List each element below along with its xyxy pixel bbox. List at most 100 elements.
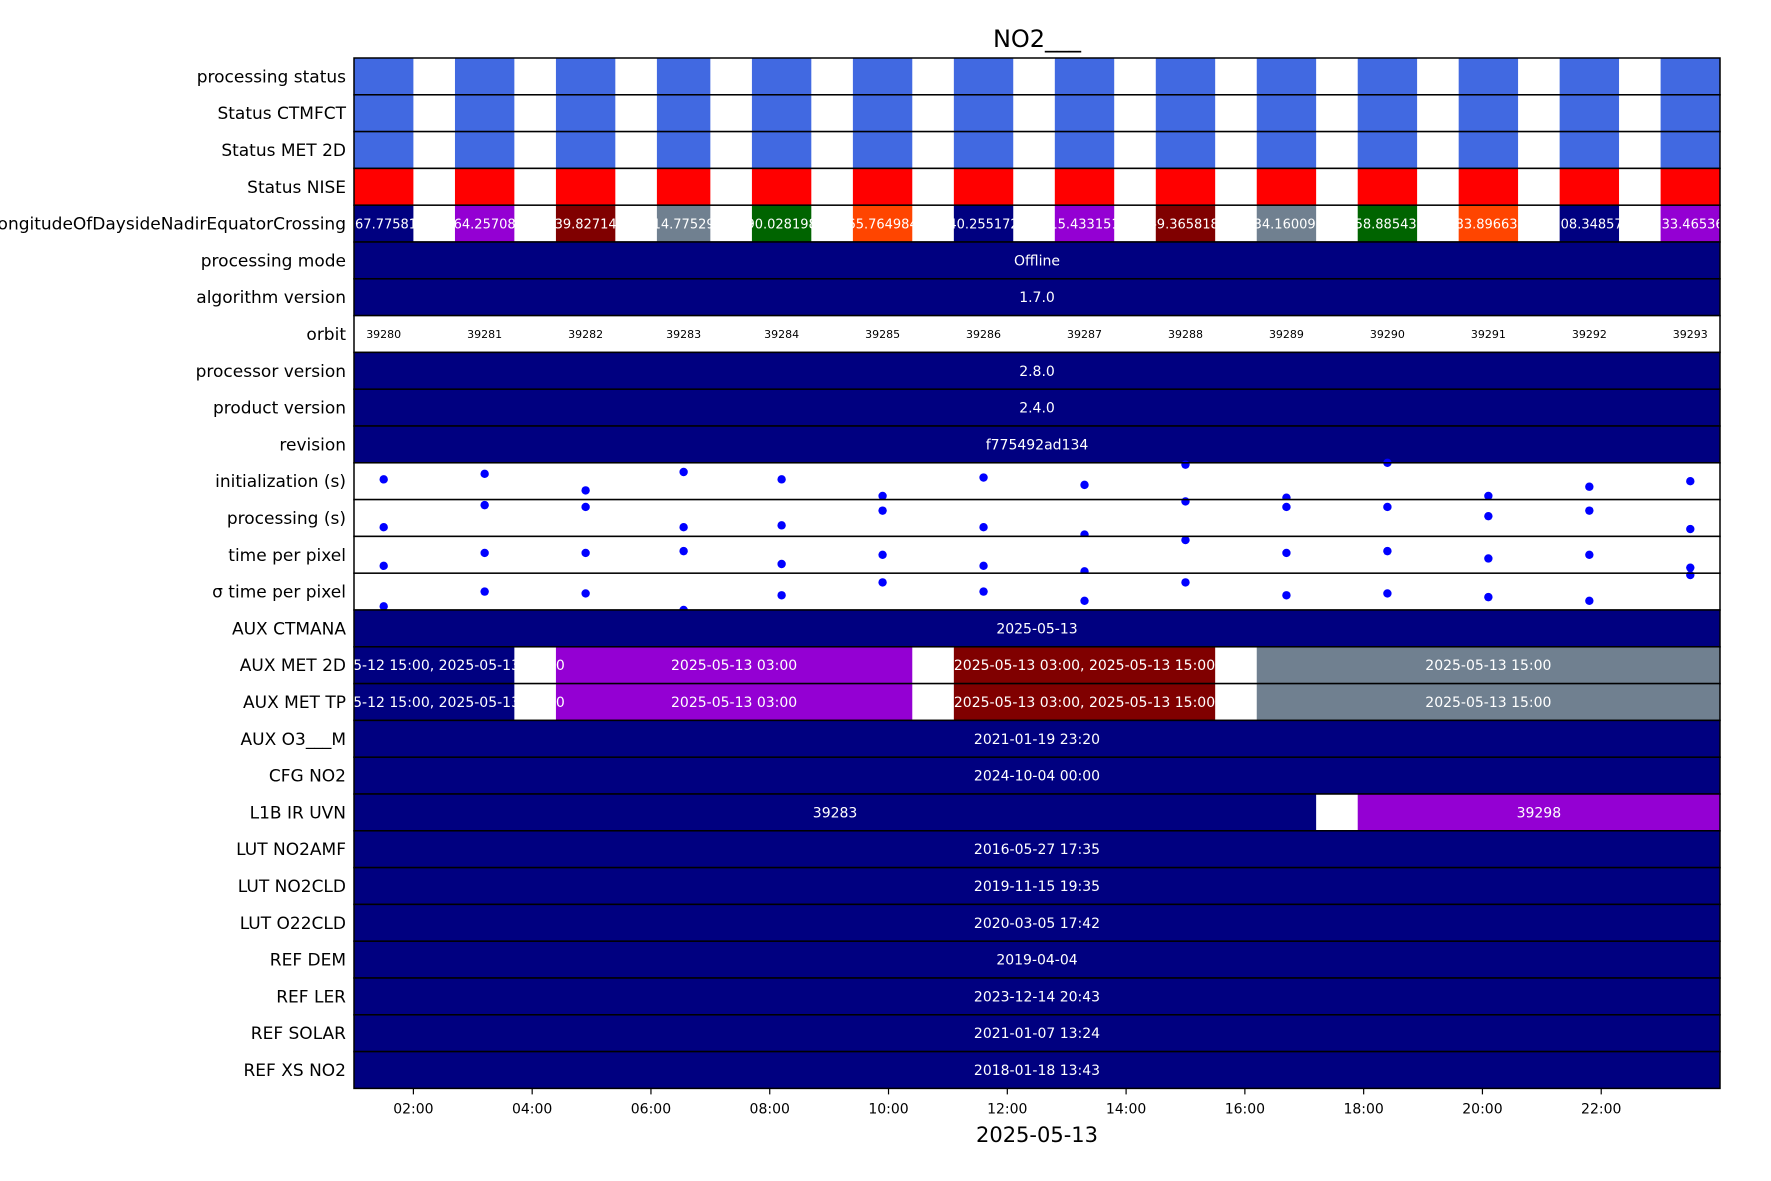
scatter-point [1585, 550, 1594, 559]
scatter-point [379, 475, 388, 484]
status-bar [1660, 58, 1720, 95]
status-bar [751, 168, 812, 206]
row-time-per-pixel: σ time per pixel [212, 570, 1721, 615]
longitude-label: -9.365818 [1152, 218, 1219, 233]
row-ref-ler: 2023-12-14 20:43 REF LER [276, 977, 1721, 1016]
status-bar [1256, 94, 1317, 132]
x-tick-label: 20:00 [1462, 1101, 1502, 1117]
segment-label: 2025-05-13 03:00, 2025-05-13 15:00 [954, 658, 1215, 674]
longitude-bar [953, 205, 1014, 242]
orbit-number-label: 39291 [1471, 328, 1506, 341]
scatter-point [777, 475, 786, 484]
status-bar [1256, 168, 1317, 206]
segment-label: Offline [1014, 253, 1060, 269]
row-processing-s: processing (s) [227, 497, 1721, 539]
scatter-point [1484, 554, 1493, 563]
row-ref-solar: 2021-01-07 13:24 REF SOLAR [251, 1014, 1721, 1053]
status-bar [555, 168, 616, 206]
status-bar [1256, 58, 1317, 95]
row-aux-ctmana: 2025-05-13 AUX CTMANA [232, 609, 1721, 648]
status-bar [1458, 94, 1519, 132]
scatter-point [1181, 460, 1190, 469]
longitude-label: -108.348571 [1548, 218, 1631, 233]
row-lut-no2amf: 2016-05-27 17:35 LUT NO2AMF [236, 830, 1721, 869]
status-bar [1357, 168, 1418, 206]
row-status-ctmfct: Status CTMFCT [217, 94, 1721, 133]
longitude-label: 164.257080 [445, 218, 524, 233]
status-bar [953, 168, 1014, 206]
scatter-point [379, 561, 388, 571]
row-background [354, 315, 1720, 353]
orbit-number-label: 39280 [366, 328, 401, 341]
row-aux-met-2d: 2025-05-12 15:00, 2025-05-13 03:00 2025-0… [240, 646, 1721, 685]
longitude-bar [555, 205, 616, 242]
orbit-number-label: 39293 [1673, 328, 1708, 341]
longitude-bar [454, 205, 515, 242]
scatter-point [1686, 477, 1695, 486]
status-bar [1559, 94, 1620, 132]
segment-bar [354, 941, 1720, 978]
status-bar [1458, 131, 1519, 169]
scatter-point [1383, 589, 1392, 598]
row-label: AUX MET 2D [240, 656, 346, 676]
row-label: time per pixel [228, 546, 346, 566]
longitude-label: 139.827148 [546, 218, 625, 233]
longitude-label: 40.255172 [948, 218, 1018, 233]
orbit-number-label: 39282 [568, 328, 603, 341]
scatter-point [1585, 482, 1594, 491]
row-ref-xs-no2: 2018-01-18 13:43 REF XS NO2 [244, 1050, 1721, 1090]
row-aux-met-tp: 2025-05-12 15:00, 2025-05-13 03:00 2025-0… [243, 682, 1721, 722]
segment-label: 2025-05-13 03:00 [671, 695, 797, 711]
row-status-met-2d: Status MET 2D [221, 130, 1721, 170]
scatter-point [777, 591, 786, 600]
status-bar [354, 94, 414, 132]
status-bar [1054, 58, 1115, 95]
status-bar [1155, 58, 1216, 95]
orbit-number-label: 39292 [1572, 328, 1607, 341]
longitude-label: -133.465364 [1649, 218, 1732, 233]
row-status-nise: Status NISE [247, 167, 1721, 206]
longitude-bar [354, 205, 414, 242]
row-processing-status: processing status [197, 57, 1721, 96]
row-label: Status NISE [247, 178, 346, 198]
segment-bar [354, 389, 1720, 426]
status-bar [953, 131, 1014, 169]
row-background [354, 573, 1720, 610]
segment-bar [354, 426, 1720, 463]
scatter-point [581, 589, 590, 598]
segment-label: 2.4.0 [1019, 401, 1055, 417]
scatter-point [1282, 591, 1291, 600]
scatter-point [979, 561, 988, 571]
status-bar [1054, 94, 1115, 132]
scatter-point [777, 559, 786, 569]
status-bar [1357, 131, 1418, 169]
segment-bar [354, 757, 1720, 794]
longitude-bar [1054, 205, 1115, 242]
longitude-bar [1357, 205, 1418, 242]
segment-label: 2023-12-14 20:43 [974, 989, 1100, 1005]
segment-bar [354, 610, 1720, 647]
status-bar [454, 58, 515, 95]
segment-label: 39298 [1517, 805, 1562, 821]
segment-bar [953, 683, 1216, 721]
status-bar [1458, 168, 1519, 206]
status-bar [454, 168, 515, 206]
orbit-number-label: 39287 [1067, 328, 1102, 341]
segment-bar [555, 683, 913, 721]
row-background [354, 499, 1720, 537]
row-label: REF SOLAR [251, 1024, 346, 1044]
row-label: AUX O3___M [241, 730, 347, 750]
scatter-point [1484, 491, 1493, 501]
segment-bar [354, 1014, 1720, 1052]
scatter-point [1484, 592, 1493, 602]
segment-label: 2025-05-12 15:00, 2025-05-13 03:00 [304, 658, 565, 674]
segment-label: 2020-03-05 17:42 [974, 916, 1100, 932]
status-bar [1054, 131, 1115, 169]
row-longitudeofdaysidenadirequatorcrossing: -167.775817 164.257080 139.827148 114.77529… [0, 204, 1732, 243]
x-tick-label: 18:00 [1343, 1101, 1383, 1117]
status-bar [751, 58, 812, 95]
row-label: processing (s) [227, 509, 346, 529]
status-bar [852, 168, 913, 206]
row-label: σ time per pixel [212, 583, 346, 603]
